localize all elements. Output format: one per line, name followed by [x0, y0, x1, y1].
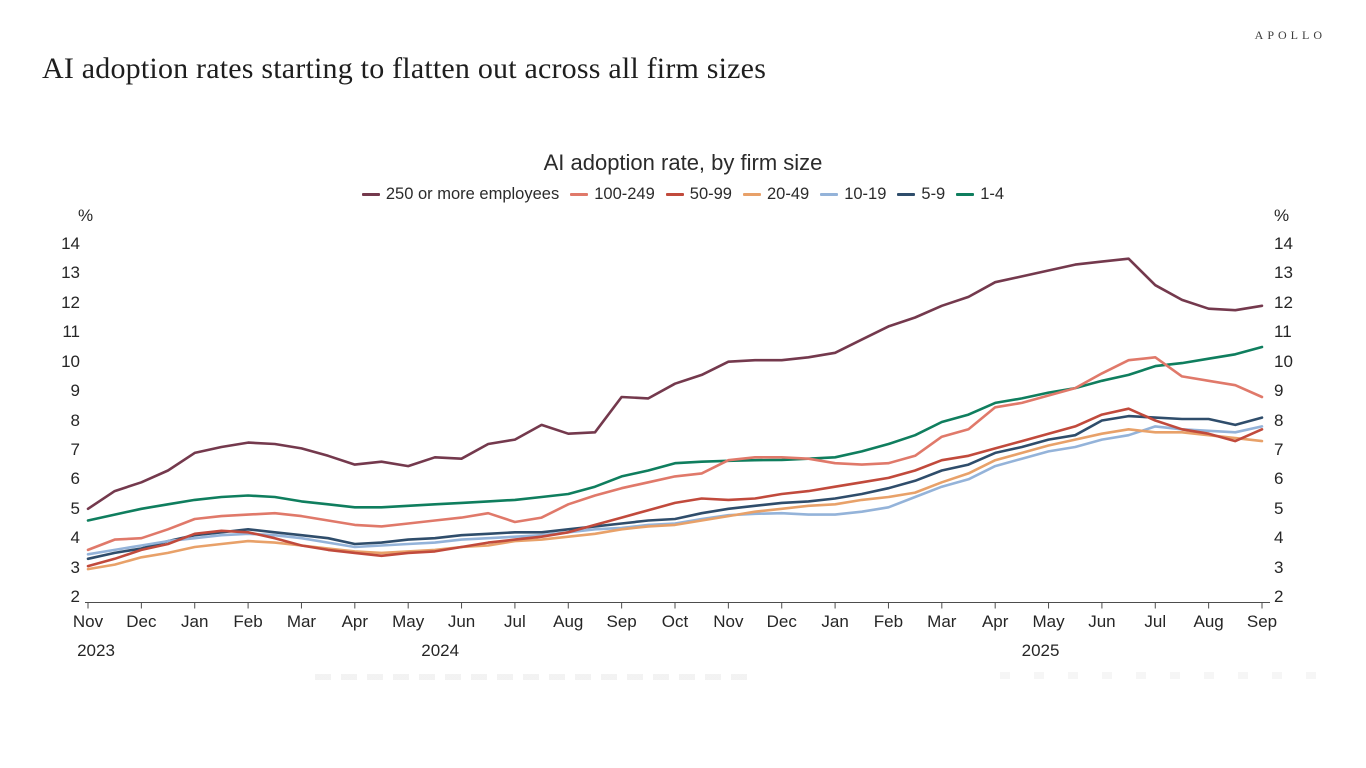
- x-tick-label: Jul: [1144, 612, 1167, 631]
- x-tick-label: Mar: [286, 612, 317, 631]
- x-year-label: 2024: [421, 641, 460, 660]
- x-tick-label: May: [1032, 612, 1065, 631]
- legend-item: 250 or more employees: [361, 185, 560, 204]
- x-tick-label: May: [392, 612, 425, 631]
- y-tick-label-right: 4: [1274, 528, 1284, 548]
- y-tick-label-right: 13: [1274, 263, 1293, 283]
- legend-swatch-icon: [820, 192, 839, 197]
- legend-item: 1-4: [956, 185, 1004, 204]
- x-tick-label: Jan: [821, 612, 849, 631]
- y-tick-label-right: 2: [1274, 587, 1284, 606]
- x-tick-label: Nov: [72, 612, 104, 631]
- y-tick-label-left: 10: [61, 351, 80, 371]
- legend-swatch-icon: [742, 192, 761, 197]
- y-tick-label-left: 6: [70, 469, 80, 489]
- legend-label: 250 or more employees: [385, 185, 560, 203]
- y-tick-label-left: 2: [70, 587, 80, 606]
- y-tick-label-right: 3: [1274, 557, 1284, 577]
- y-tick-label-left: 8: [70, 410, 80, 430]
- legend-label: 100-249: [594, 185, 655, 203]
- y-tick-label-right: 14: [1274, 234, 1293, 253]
- y-tick-label-left: 4: [70, 528, 80, 548]
- legend-label: 5-9: [921, 185, 946, 203]
- legend-label: 10-19: [844, 185, 887, 203]
- x-tick-label: Sep: [1246, 612, 1278, 631]
- legend-item: 5-9: [897, 185, 945, 204]
- legend-item: 20-49: [742, 185, 810, 204]
- line-series-50-99: [86, 407, 1264, 568]
- y-tick-label-right: 8: [1274, 410, 1284, 430]
- x-tick-label: Sep: [606, 612, 637, 631]
- y-axis-unit-right: %: [1274, 206, 1290, 225]
- x-tick-label: Jun: [447, 612, 476, 631]
- legend-swatch-icon: [956, 192, 975, 197]
- y-tick-label-right: 9: [1274, 381, 1284, 401]
- legend-label: 1-4: [980, 185, 1005, 203]
- legend-swatch-icon: [361, 192, 380, 197]
- line-series-5-9: [86, 414, 1264, 561]
- y-tick-label-right: 5: [1274, 498, 1284, 518]
- y-tick-label-left: 11: [62, 322, 80, 342]
- line-series-100-249: [86, 355, 1264, 552]
- y-tick-label-right: 12: [1274, 292, 1293, 312]
- y-tick-label-left: 14: [61, 234, 80, 253]
- x-tick-label: Feb: [233, 612, 263, 631]
- x-tick-label: Jun: [1088, 612, 1116, 631]
- y-tick-label-right: 10: [1274, 351, 1293, 371]
- legend-item: 50-99: [665, 185, 732, 204]
- y-tick-label-left: 13: [61, 263, 80, 283]
- chart-title: AI adoption rate, by firm size: [543, 150, 823, 175]
- legend-label: 50-99: [689, 185, 732, 203]
- x-year-label: 2025: [1021, 641, 1060, 660]
- x-tick-label: Aug: [553, 612, 584, 631]
- x-tick-label: Dec: [766, 612, 797, 631]
- legend-label: 20-49: [766, 185, 810, 203]
- y-tick-label-left: 5: [70, 498, 80, 518]
- y-tick-label-left: 12: [61, 292, 80, 312]
- line-series-10-19: [86, 425, 1264, 556]
- x-tick-label: Apr: [341, 612, 369, 631]
- y-tick-label-right: 7: [1274, 439, 1284, 459]
- legend-item: 100-249: [570, 185, 655, 204]
- y-tick-label-right: 6: [1274, 469, 1284, 489]
- x-tick-label: Aug: [1193, 612, 1224, 631]
- legend-item: 10-19: [820, 185, 886, 204]
- y-tick-label-left: 7: [70, 439, 80, 459]
- cropped-source-remnant-2: [1000, 672, 1330, 679]
- x-tick-label: Mar: [927, 612, 957, 631]
- y-tick-label-left: 3: [70, 557, 80, 577]
- line-series-1-4: [86, 345, 1264, 522]
- x-tick-label: Nov: [713, 612, 744, 631]
- line-series-250-or-more-employees: [86, 257, 1264, 511]
- legend-swatch-icon: [665, 192, 684, 197]
- legend-swatch-icon: [897, 192, 916, 197]
- x-tick-label: Jan: [181, 612, 209, 631]
- x-year-label: 2023: [77, 641, 115, 660]
- x-tick-label: Oct: [661, 612, 689, 631]
- x-tick-label: Apr: [981, 612, 1009, 631]
- chart-legend: 250 or more employees 100-249 50-99 20-49 10…: [0, 185, 1366, 204]
- x-tick-label: Jul: [504, 612, 526, 631]
- legend-swatch-icon: [570, 192, 589, 197]
- x-tick-label: Feb: [873, 612, 904, 631]
- page-title: AI adoption rates starting to flatten ou…: [42, 52, 767, 85]
- x-tick-label: Dec: [126, 612, 157, 631]
- line-series-20-49: [86, 427, 1264, 571]
- y-tick-label-left: 9: [70, 381, 80, 401]
- cropped-source-remnant: [315, 674, 755, 680]
- y-axis-unit-left: %: [78, 206, 94, 225]
- y-tick-label-right: 11: [1274, 322, 1292, 342]
- apollo-logo: APOLLO: [1254, 28, 1326, 42]
